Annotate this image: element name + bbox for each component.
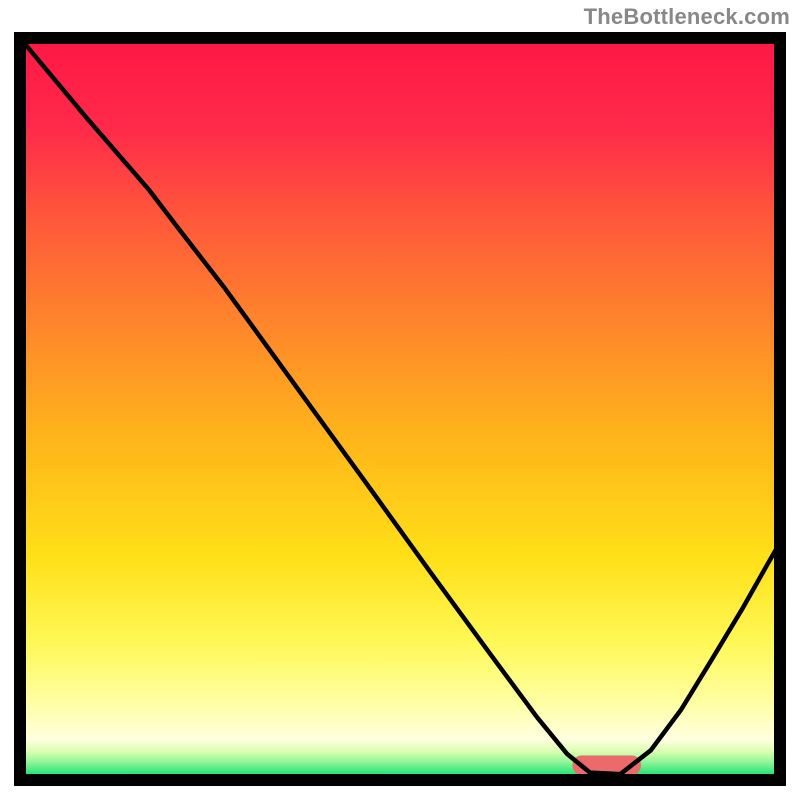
bottleneck-chart — [0, 0, 800, 800]
attribution-text: TheBottleneck.com — [584, 4, 790, 30]
gradient-background — [20, 38, 780, 780]
